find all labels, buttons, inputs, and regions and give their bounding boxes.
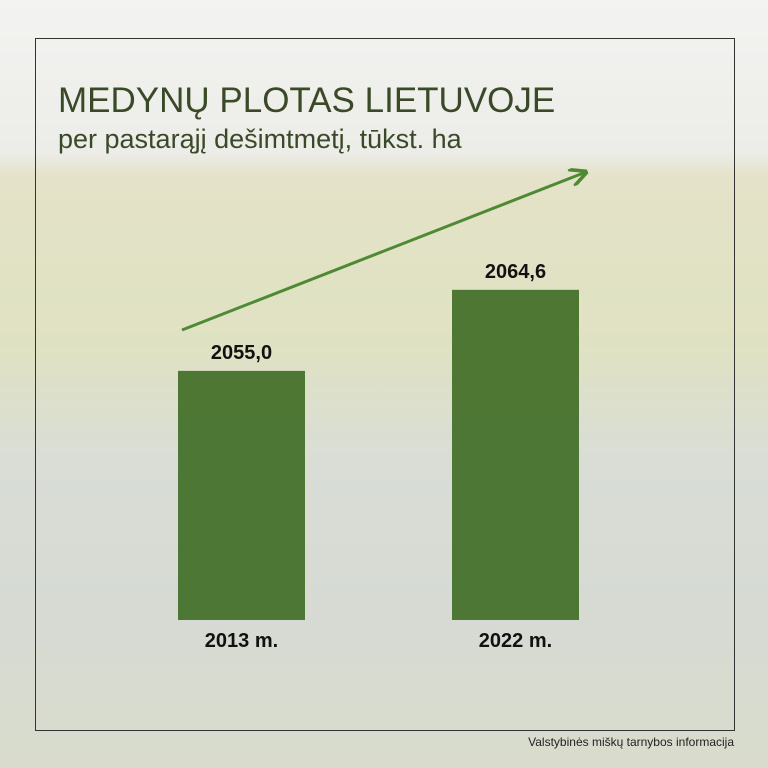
x-tick-label: 2013 m. (205, 630, 278, 652)
bar (178, 370, 305, 620)
source-note: Valstybinės miškų tarnybos informacija (528, 735, 734, 749)
value-label: 2064,6 (485, 261, 546, 283)
frame (35, 38, 735, 731)
chart-title: MEDYNŲ PLOTAS LIETUVOJE (58, 81, 555, 120)
value-label: 2055,0 (211, 342, 272, 364)
x-tick-label: 2022 m. (479, 630, 552, 652)
chart-subtitle: per pastarąjį dešimtmetį, tūkst. ha (58, 124, 463, 154)
trend-arrow (181, 172, 586, 332)
bar (452, 289, 579, 620)
